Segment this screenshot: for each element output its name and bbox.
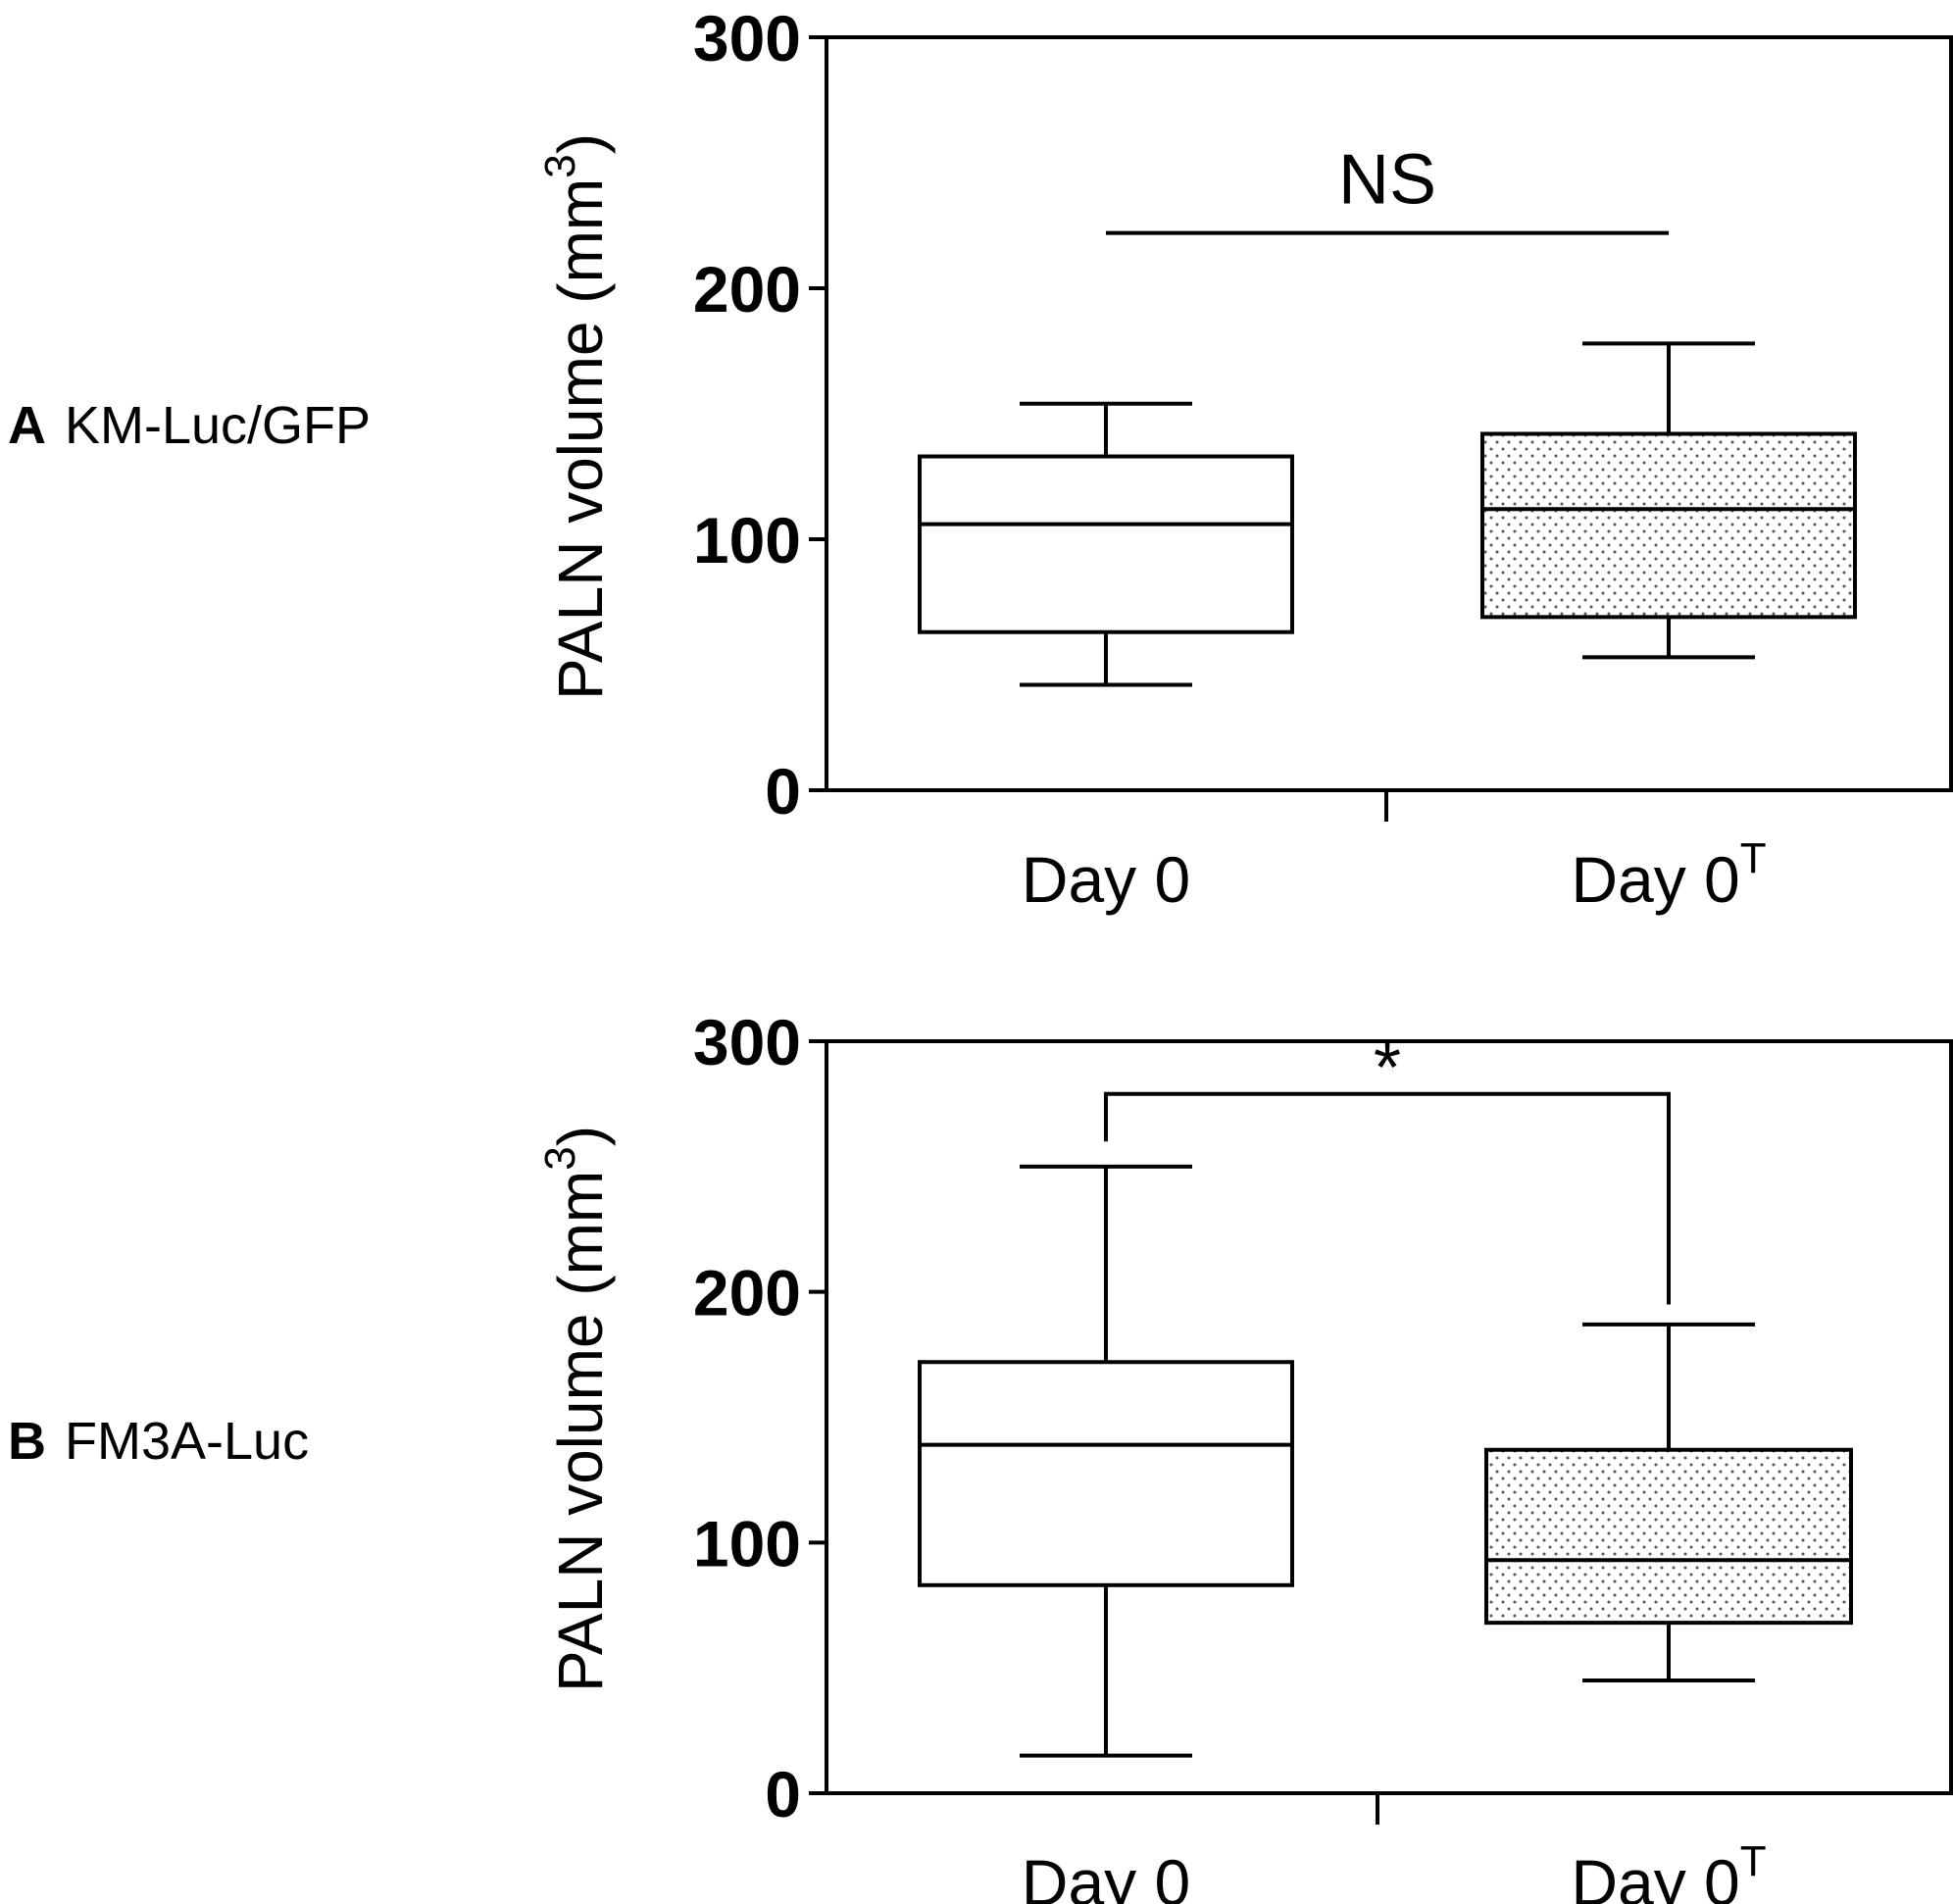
y-tick-label-a-300: 300: [693, 2, 801, 75]
y-tick-label-b-300: 300: [693, 1006, 801, 1078]
y-tick-label-b-200: 200: [693, 1257, 801, 1329]
y-axis-title-a: PALN volume (mm3): [536, 133, 616, 700]
y-axis-title-b-close: ): [545, 1126, 616, 1146]
panel-a-title: KM-Luc/GFP: [65, 396, 371, 455]
x-label-text-a-1: Day 0: [1022, 843, 1190, 916]
significance-label-a: NS: [1338, 141, 1436, 220]
box-b-1: [918, 1360, 1294, 1587]
x-label-a-1: Day 0: [1022, 843, 1190, 916]
y-tick-label-b-100: 100: [693, 1507, 801, 1579]
x-label-b-2: Day 0T: [1571, 1837, 1766, 1904]
plot-frame-b: [825, 1039, 1953, 1795]
x-label-text-b-1: Day 0: [1022, 1846, 1190, 1904]
x-label-text-a-2: Day 0: [1571, 843, 1739, 916]
x-label-b-1: Day 0: [1022, 1846, 1190, 1904]
box-a-1: [918, 454, 1294, 634]
y-tick-label-b-0: 0: [765, 1758, 801, 1830]
y-tick-label-a-100: 100: [693, 504, 801, 576]
y-axis-title-a-sup: 3: [536, 154, 584, 177]
box-a-2: [1480, 431, 1857, 620]
x-label-sup-a-2: T: [1740, 834, 1767, 882]
plot-frame-a: [825, 35, 1953, 792]
panel-b: B FM3A-Luc PALN volume (mm3) 0 100 200 300 D…: [8, 1006, 1953, 1904]
panel-b-letter: B: [8, 1412, 46, 1471]
y-axis-title-b: PALN volume (mm3): [536, 1126, 616, 1692]
y-axis-title-b-sup: 3: [536, 1146, 584, 1170]
y-axis-title-a-close: ): [545, 133, 616, 154]
significance-label-b: *: [1374, 1029, 1401, 1108]
panel-a-letter: A: [8, 396, 46, 455]
x-label-a-2: Day 0T: [1571, 834, 1766, 916]
y-tick-label-a-200: 200: [693, 253, 801, 326]
panel-a: A KM-Luc/GFP PALN volume (mm3) 0 100 200 30…: [8, 2, 1953, 916]
x-label-text-b-2: Day 0: [1571, 1846, 1739, 1904]
y-axis-title-a-main: PALN volume (mm: [545, 178, 616, 700]
significance-bracket-b: [1104, 1091, 1671, 1305]
panel-b-title: FM3A-Luc: [65, 1412, 309, 1471]
y-tick-label-a-0: 0: [765, 755, 801, 827]
y-axis-title-b-main: PALN volume (mm: [545, 1171, 616, 1692]
box-b-2: [1484, 1447, 1853, 1626]
x-label-sup-b-2: T: [1740, 1837, 1767, 1885]
